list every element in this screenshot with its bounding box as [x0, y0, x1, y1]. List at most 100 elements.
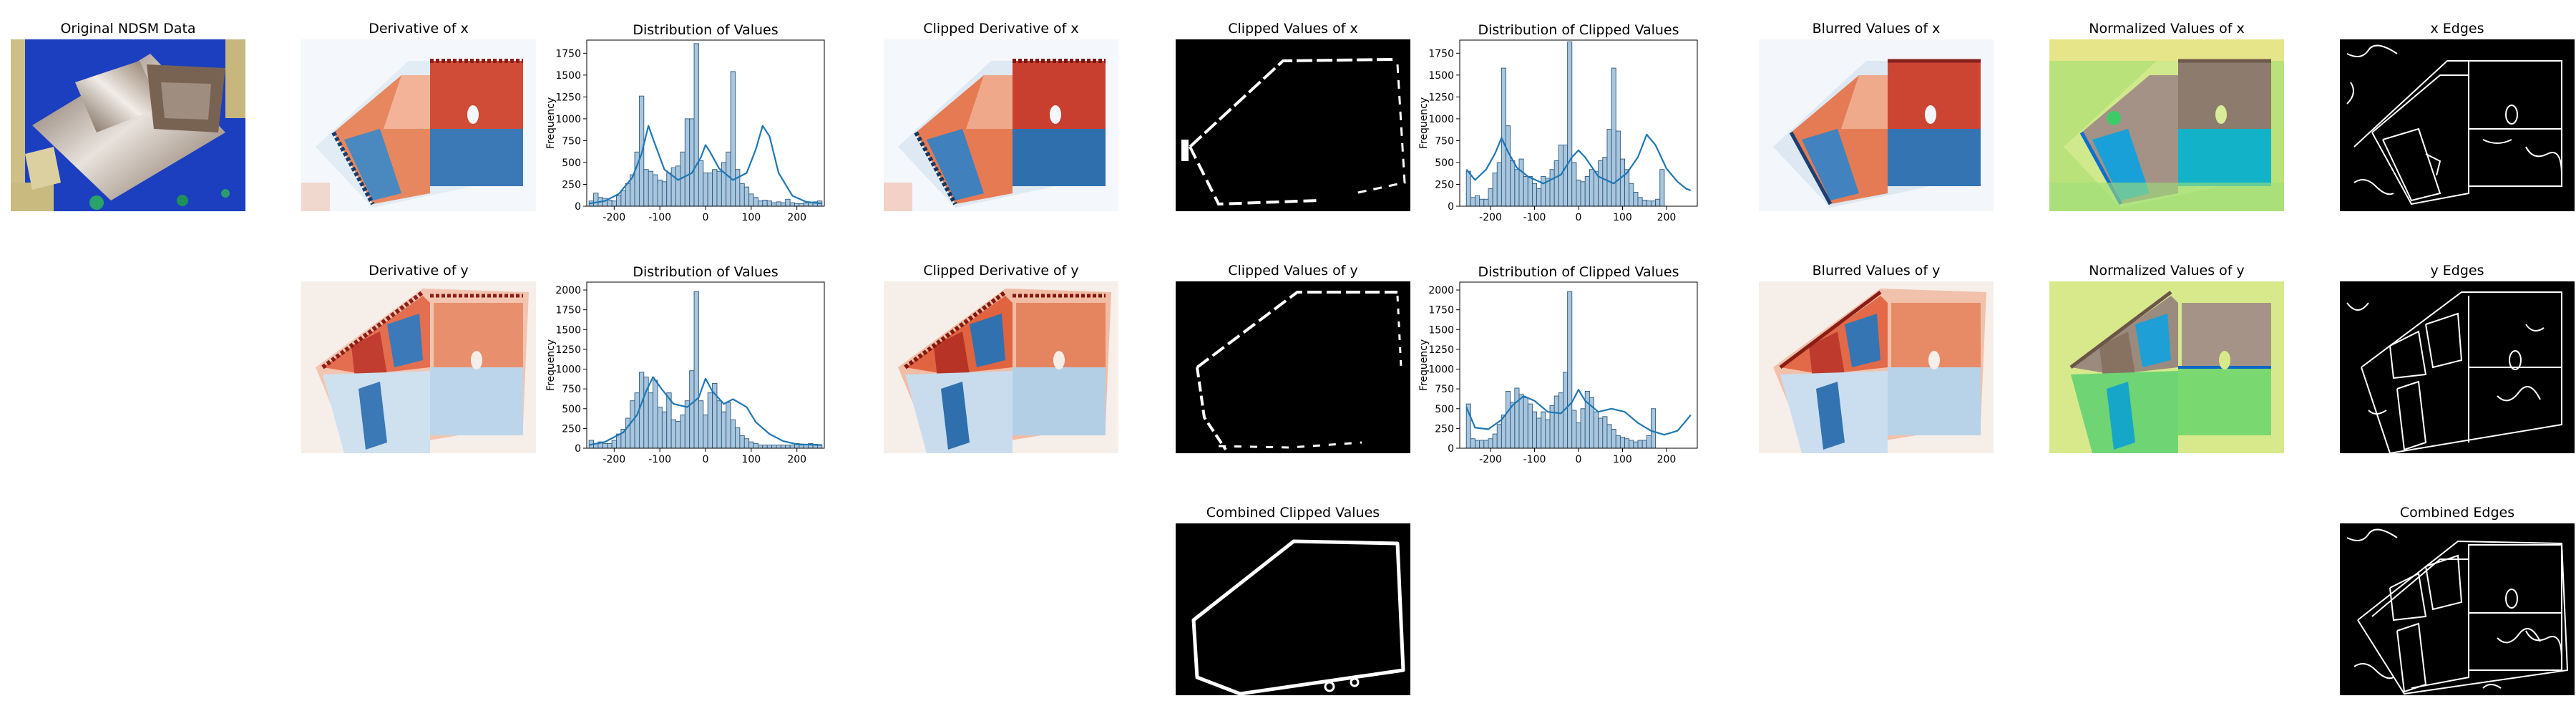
y-tick-label: 750 — [562, 384, 581, 395]
y-tick-label: 1750 — [555, 305, 581, 316]
y-tick-label: 1000 — [1428, 114, 1454, 125]
histogram-bar — [1523, 176, 1528, 207]
histogram-bar — [1611, 429, 1616, 449]
y-axis-label: Frequency — [1418, 97, 1430, 149]
histogram-bar — [657, 179, 663, 207]
histogram-bar — [1518, 158, 1524, 207]
histogram-bar — [762, 445, 768, 449]
y-tick-label: 1250 — [555, 344, 581, 356]
histogram-bar — [1501, 67, 1507, 207]
histogram-bar — [693, 43, 699, 207]
histogram-bar — [748, 193, 754, 207]
x-tick-label: 100 — [741, 212, 761, 223]
histogram-bar — [1563, 145, 1568, 207]
normalized-x-image — [2049, 39, 2284, 211]
panel-title: Clipped Values of x — [1228, 21, 1358, 37]
histogram-bar — [689, 118, 695, 207]
y-tick-label: 250 — [562, 423, 581, 435]
panel-title: Derivative of y — [369, 263, 469, 279]
histogram-bar — [1576, 422, 1581, 449]
panel-histogram-clipped-x: Distribution of Clipped Values Frequency -… — [1417, 21, 1703, 229]
histogram-x: Distribution of Values Frequency -200 -100 0… — [545, 22, 825, 223]
histogram-bar — [698, 400, 704, 449]
histogram-bar — [799, 445, 804, 449]
histogram-bar — [776, 201, 781, 207]
panel-clipped-derivative-y: Clipped Derivative of y — [884, 263, 1118, 453]
chart-title: Distribution of Clipped Values — [1478, 264, 1679, 280]
histogram-bar — [735, 427, 741, 449]
histogram-bar — [1629, 183, 1634, 207]
y-tick-label: 0 — [1448, 443, 1454, 455]
normalized-y-image — [2049, 281, 2284, 453]
histogram-bar — [638, 372, 645, 449]
histogram-bar — [1637, 440, 1643, 449]
histogram-bar — [716, 400, 722, 449]
histogram-bar — [1492, 433, 1498, 449]
x-tick-label: 200 — [1657, 212, 1677, 223]
clipped-values-x-image — [1176, 39, 1410, 211]
x-tick-label: -200 — [1479, 212, 1502, 223]
histogram-bar — [703, 415, 708, 449]
histogram-bar — [1598, 160, 1604, 207]
panel-derivative-y: Derivative of y — [301, 263, 536, 453]
panel-blurred-y: Blurred Values of y — [1759, 263, 1994, 453]
y-axis-label: Frequency — [545, 339, 557, 391]
chart-title: Distribution of Clipped Values — [1478, 22, 1679, 38]
histogram-bar — [1619, 158, 1626, 207]
panel-clipped-derivative-x: Clipped Derivative of x — [884, 21, 1118, 211]
y-tick-label: 500 — [562, 158, 581, 169]
histogram-bar — [661, 411, 668, 449]
panel-edges-x: x Edges — [2340, 21, 2575, 211]
histogram-bar — [1637, 197, 1643, 207]
histogram-bar — [1553, 395, 1559, 449]
y-tick-label: 1500 — [1428, 70, 1454, 82]
chart-title: Distribution of Values — [633, 264, 778, 280]
histogram-bar — [675, 420, 681, 449]
panel-title: Clipped Derivative of y — [923, 263, 1079, 279]
y-tick-label: 500 — [1435, 158, 1454, 169]
histogram-bar — [1580, 408, 1586, 449]
histogram-bar — [648, 392, 654, 449]
histogram-bar — [1594, 411, 1599, 449]
histogram-bar — [684, 118, 691, 207]
x-tick-label: 200 — [787, 454, 806, 465]
histogram-bar — [1602, 157, 1608, 207]
histogram-bar — [643, 169, 649, 207]
histogram-bar — [1527, 176, 1533, 207]
histogram-bar — [1611, 67, 1616, 207]
histogram-bar — [803, 445, 809, 449]
panel-title: Combined Clipped Values — [1206, 505, 1380, 521]
histogram-bar — [625, 417, 631, 449]
histogram-bar — [684, 400, 691, 449]
histogram-bar — [1510, 402, 1516, 449]
histogram-bar — [1483, 440, 1489, 449]
histogram-bar — [1488, 438, 1493, 449]
y-tick-label: 2000 — [1428, 285, 1454, 296]
y-tick-label: 0 — [1448, 201, 1454, 213]
histogram-bar — [1483, 198, 1489, 207]
histogram-bar — [1606, 129, 1612, 207]
histogram-bar — [1646, 435, 1652, 449]
x-tick-label: -100 — [1523, 212, 1546, 223]
y-tick-label: 750 — [1435, 384, 1454, 395]
histogram-bar — [707, 392, 713, 449]
y-axis-label: Frequency — [545, 97, 557, 149]
histogram-bar — [789, 202, 795, 207]
histogram-bar — [707, 173, 713, 207]
x-tick-label: 100 — [1613, 454, 1632, 465]
y-tick-label: 1250 — [1428, 92, 1454, 103]
histogram-bar — [743, 438, 750, 449]
histogram-bar — [780, 202, 786, 207]
y-tick-label: 2000 — [555, 285, 581, 296]
panel-combined-edges: Combined Edges — [2340, 505, 2575, 695]
histogram-bar — [730, 419, 736, 449]
histogram-bar — [653, 174, 658, 207]
histogram-bar — [1650, 408, 1657, 449]
histogram-bar — [730, 71, 736, 207]
histogram-bar — [648, 170, 654, 207]
histogram-bar — [1598, 417, 1604, 449]
histogram-bar — [1567, 41, 1573, 207]
histogram-bar — [1492, 173, 1498, 207]
histogram-bar — [1523, 397, 1528, 449]
histogram-bar — [1475, 195, 1480, 207]
